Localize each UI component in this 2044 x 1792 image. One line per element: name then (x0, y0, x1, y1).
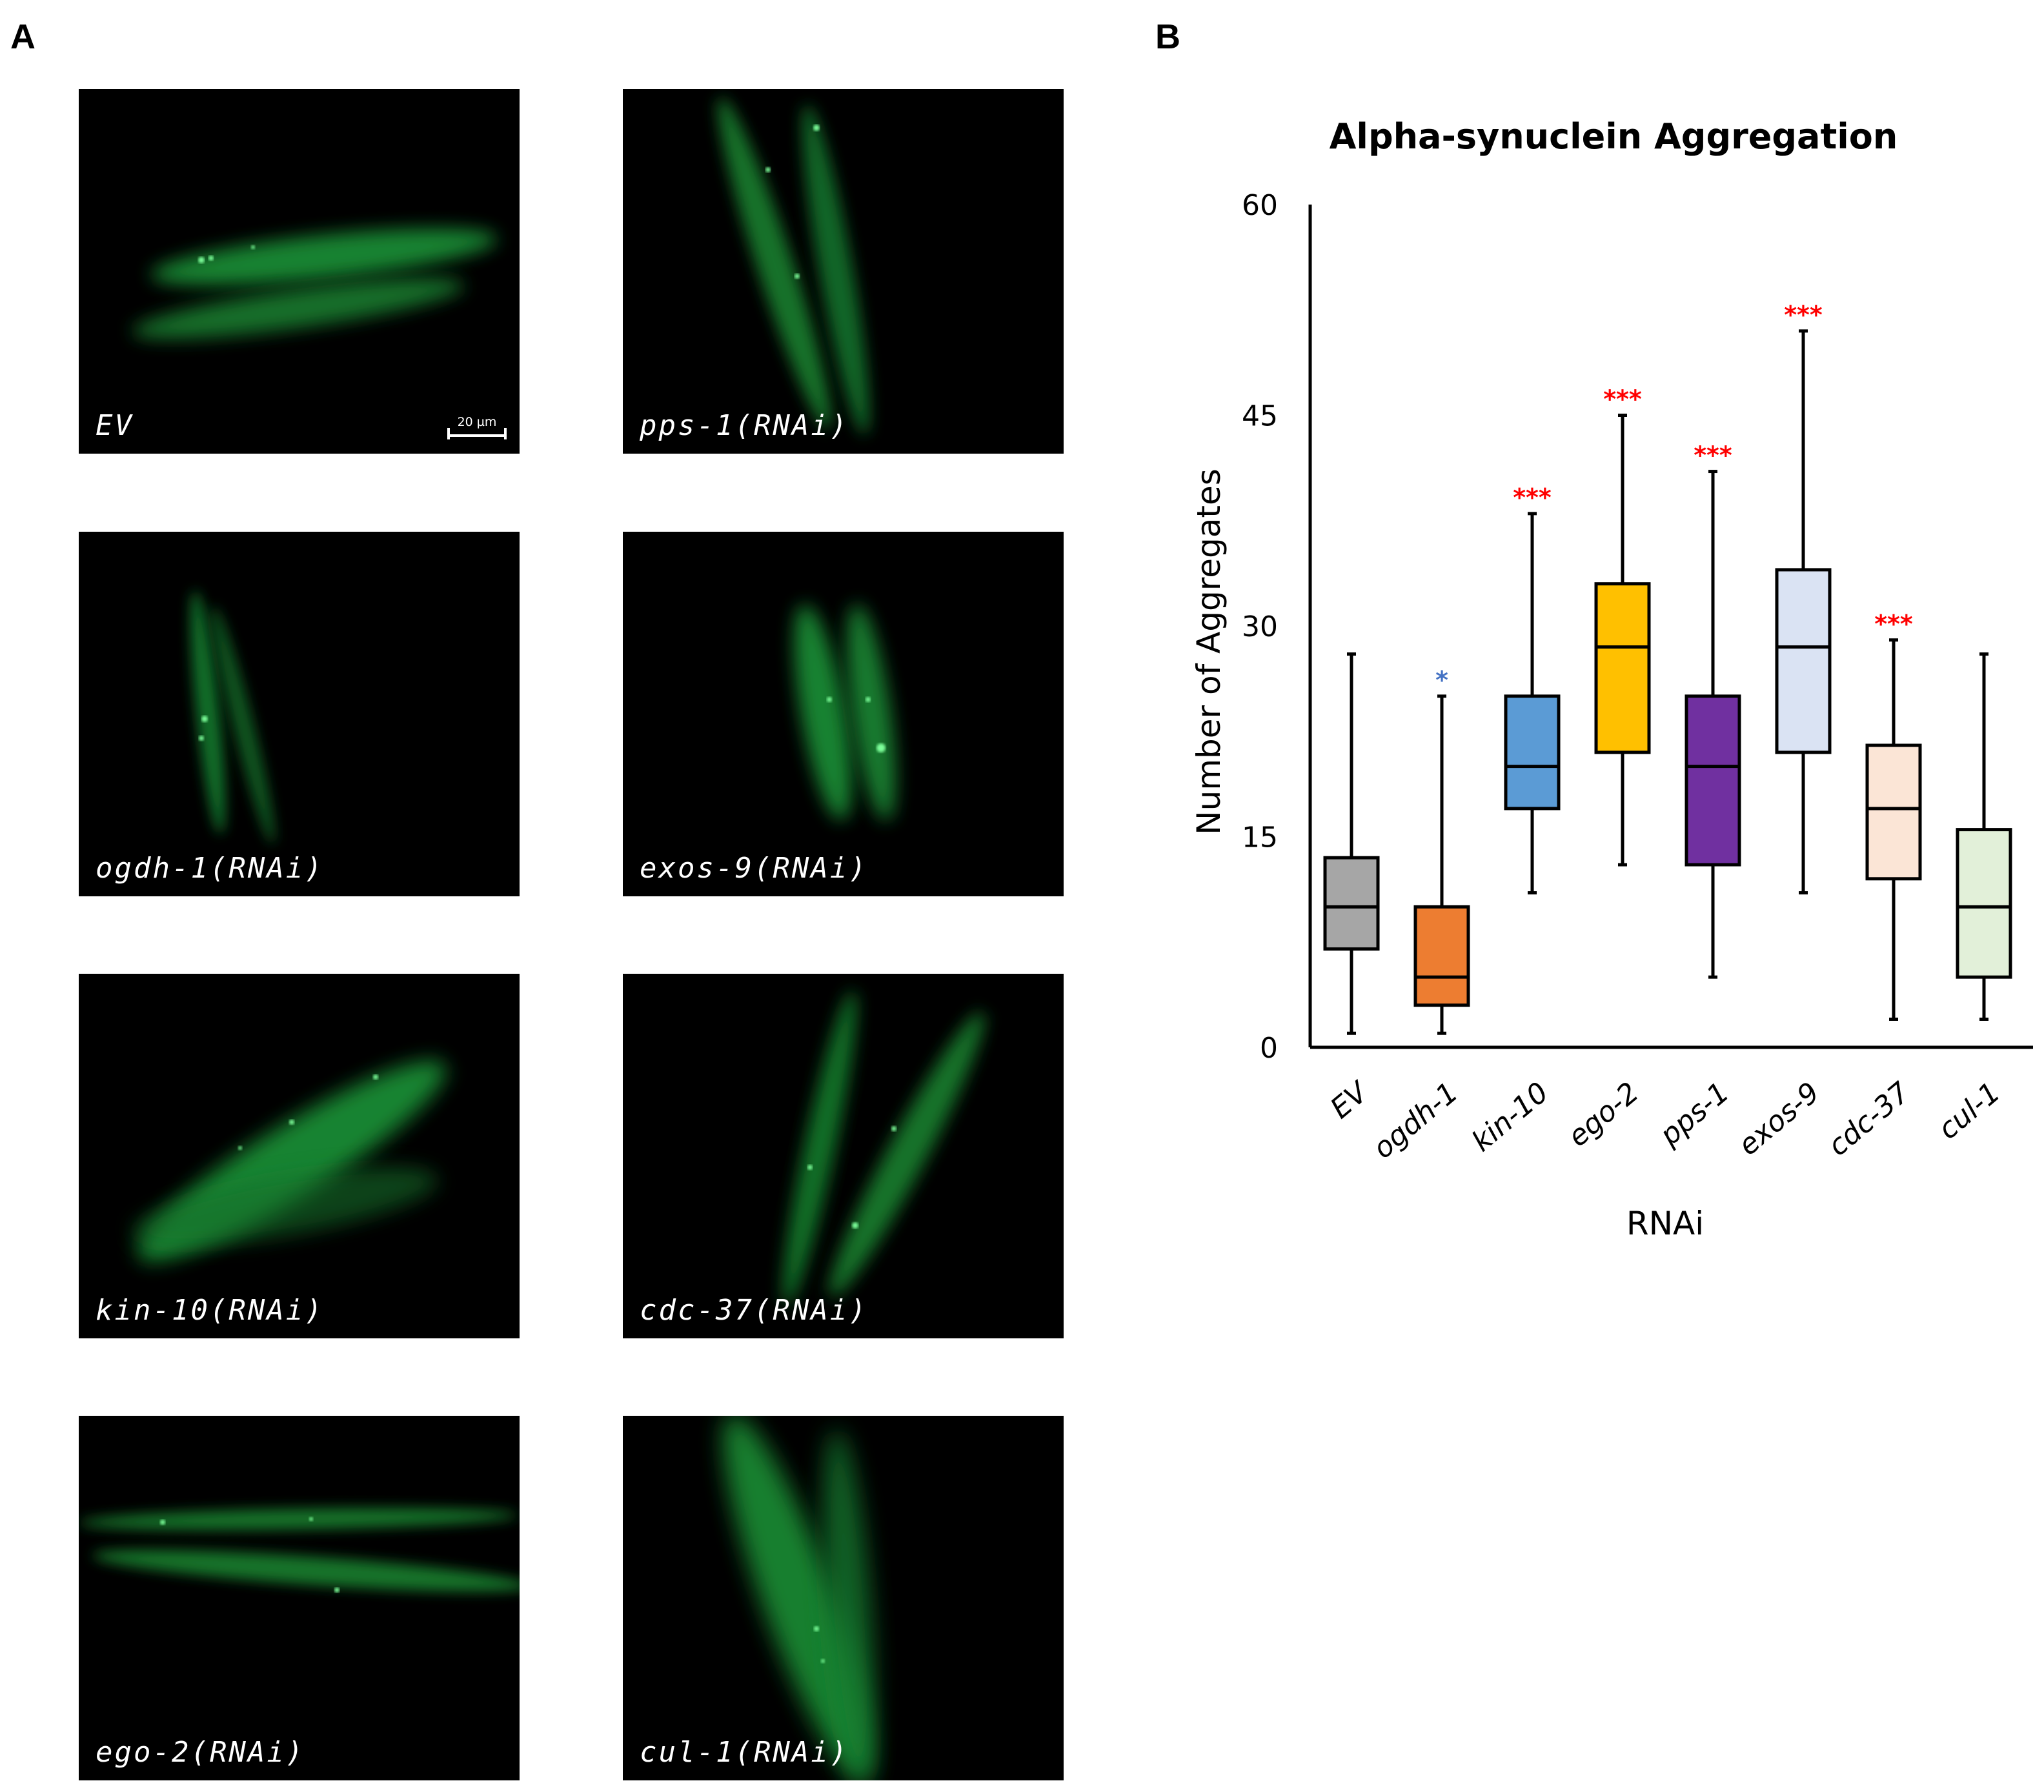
micrograph-pps-1: pps-1(RNAi) (623, 89, 1064, 454)
y-tick-label: 0 (1260, 1032, 1278, 1065)
x-tick-label-exos-9: exos-9 (1732, 1076, 1826, 1162)
micrograph-kin-10: kin-10(RNAi) (79, 974, 520, 1338)
worm-fluorescence-image (132, 1060, 447, 1262)
significance-exos-9: *** (1784, 301, 1823, 329)
x-tick-label-EV: EV (1324, 1074, 1375, 1125)
micrograph-label: cul-1(RNAi) (640, 1736, 849, 1769)
box-ogdh-1 (1413, 905, 1470, 1007)
micrograph-cdc-37: cdc-37(RNAi) (623, 974, 1064, 1338)
x-tick-label-kin-10: kin-10 (1466, 1076, 1555, 1158)
worm-fluorescence-image (794, 603, 896, 821)
micrograph-label: ego-2(RNAi) (96, 1736, 305, 1769)
chart-title: Alpha-synuclein Aggregation (1330, 116, 1898, 157)
scale-bar-label: 20 µm (457, 415, 497, 429)
x-tick-label-ogdh-1: ogdh-1 (1367, 1076, 1464, 1165)
y-tick-label: 30 (1242, 610, 1278, 643)
worm-fluorescence-image (723, 1416, 875, 1780)
worm-fluorescence-image (718, 97, 869, 436)
micrograph-cul-1: cul-1(RNAi) (623, 1416, 1064, 1780)
significance-ogdh-1: * (1435, 666, 1448, 694)
micrograph-label: exos-9(RNAi) (640, 852, 868, 885)
box-cdc-37 (1865, 743, 1922, 881)
significance-kin-10: *** (1513, 483, 1552, 512)
micrograph-label: ogdh-1(RNAi) (96, 852, 324, 885)
significance-cdc-37: *** (1874, 610, 1913, 638)
box-exos-9 (1775, 568, 1832, 754)
panel-b-letter: B (1155, 17, 1180, 56)
micrograph-label: EV (96, 409, 134, 442)
significance-ego-2: *** (1603, 385, 1642, 414)
boxplot-chart: Alpha-synuclein Aggregation 0 15 30 45 60 Numb… (1190, 116, 2033, 1242)
significance-pps-1: *** (1694, 441, 1732, 470)
micrograph-ogdh-1: ogdh-1(RNAi) (79, 532, 520, 896)
x-axis-label: RNAi (1626, 1205, 1704, 1242)
box-cul-1 (1956, 828, 2012, 979)
box-kin-10 (1504, 694, 1561, 810)
y-tick-label: 15 (1242, 821, 1278, 854)
y-axis-label: Number of Aggregates (1190, 468, 1228, 835)
box-EV (1323, 856, 1380, 951)
micrograph-ev: EV 20 µm (79, 89, 520, 454)
x-tick-label-cdc-37: cdc-37 (1822, 1076, 1916, 1162)
box-ego-2 (1594, 582, 1651, 754)
worm-fluorescence-image (79, 1507, 520, 1593)
micrograph-label: kin-10(RNAi) (96, 1294, 324, 1327)
y-tick-label: 45 (1242, 400, 1278, 433)
scale-bar: 20 µm (447, 415, 507, 439)
micrograph-label: pps-1(RNAi) (640, 409, 849, 442)
panel-a-letter: A (10, 17, 35, 56)
worm-fluorescence-image (782, 990, 985, 1306)
x-tick-label-cul-1: cul-1 (1932, 1076, 2007, 1146)
micrograph-exos-9: exos-9(RNAi) (623, 532, 1064, 896)
x-tick-label-pps-1: pps-1 (1654, 1076, 1736, 1153)
x-tick-label-ego-2: ego-2 (1562, 1076, 1645, 1153)
box-pps-1 (1685, 694, 1741, 867)
micrograph-ego-2: ego-2(RNAi) (79, 1416, 520, 1780)
micrograph-label: cdc-37(RNAi) (640, 1294, 868, 1327)
worm-fluorescence-image (190, 590, 275, 845)
worm-fluorescence-image (132, 228, 498, 339)
y-tick-label: 60 (1242, 189, 1278, 222)
